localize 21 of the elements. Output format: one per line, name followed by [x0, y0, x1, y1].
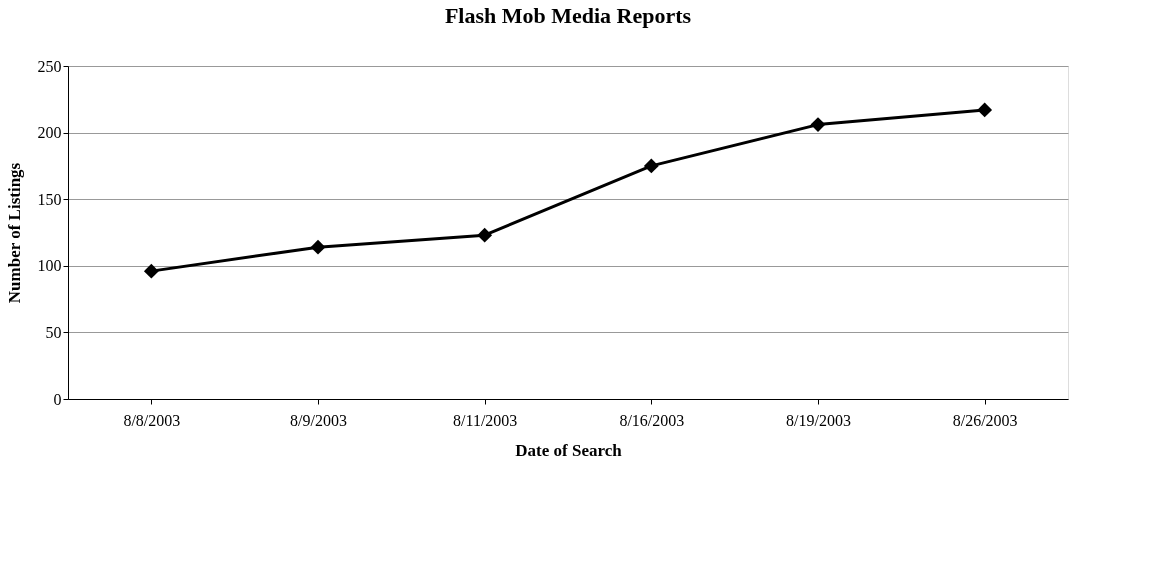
y-tick-label: 0	[53, 390, 62, 408]
y-tick-label: 150	[37, 190, 62, 208]
y-tick-label: 50	[45, 323, 62, 341]
y-tick-label: 200	[37, 124, 62, 142]
chart-title: Flash Mob Media Reports	[444, 3, 692, 28]
point	[310, 239, 326, 255]
x-tick-label: 8/19/2003	[786, 411, 851, 429]
point	[143, 263, 159, 279]
x-tick-label: 8/26/2003	[952, 411, 1018, 429]
x-tick-label: 8/11/2003	[453, 411, 518, 429]
x-axis-title: Date of Search	[515, 440, 623, 460]
y-tick-label: 100	[37, 257, 62, 275]
x-tick-label: 8/8/2003	[123, 411, 181, 429]
x-tick-label: 8/9/2003	[290, 411, 347, 429]
y-axis-title: Number of Listings	[4, 162, 24, 304]
point	[477, 227, 493, 243]
x-tick-label: 8/16/2003	[619, 411, 685, 429]
point	[643, 158, 659, 174]
point	[977, 102, 993, 118]
point	[810, 117, 826, 133]
y-tick-label: 250	[37, 57, 62, 75]
